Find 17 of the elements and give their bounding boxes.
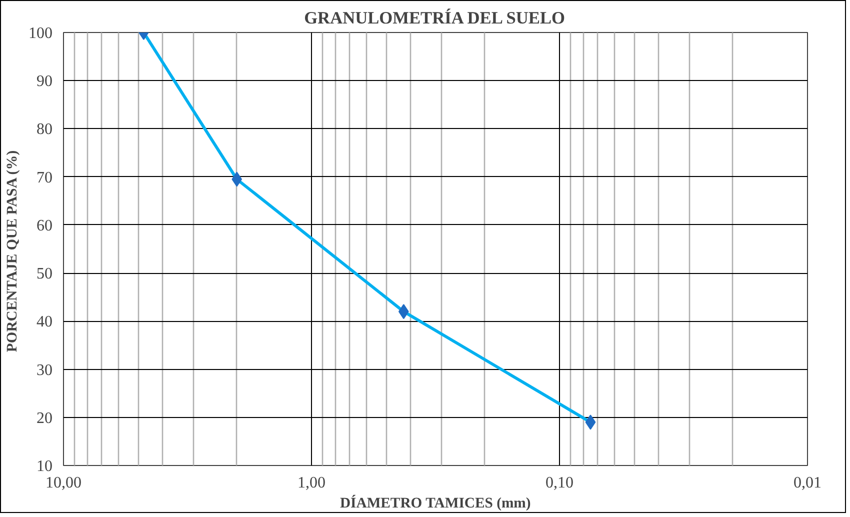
y-tick-label: 90	[36, 73, 52, 90]
y-tick-label: 50	[36, 266, 52, 283]
y-tick-label: 70	[36, 169, 52, 186]
y-tick-label: 60	[36, 217, 52, 234]
x-tick-label: 1,00	[298, 474, 326, 492]
y-tick-label: 30	[36, 362, 52, 379]
y-tick-label: 10	[36, 458, 52, 475]
y-tick-label: 40	[36, 314, 52, 331]
x-tick-label: 0,01	[794, 474, 822, 492]
chart-title: GRANULOMETRÍA DEL SUELO	[304, 8, 566, 28]
y-tick-label: 20	[36, 410, 52, 427]
y-tick-label: 80	[36, 121, 52, 138]
y-axis-title: PORCENTAJE QUE PASA (%)	[4, 150, 20, 352]
x-tick-label: 10,00	[46, 474, 82, 492]
x-tick-label: 0,10	[546, 474, 574, 492]
x-axis-title: DÍAMETRO TAMICES (mm)	[340, 494, 531, 512]
y-tick-label: 100	[28, 25, 52, 42]
